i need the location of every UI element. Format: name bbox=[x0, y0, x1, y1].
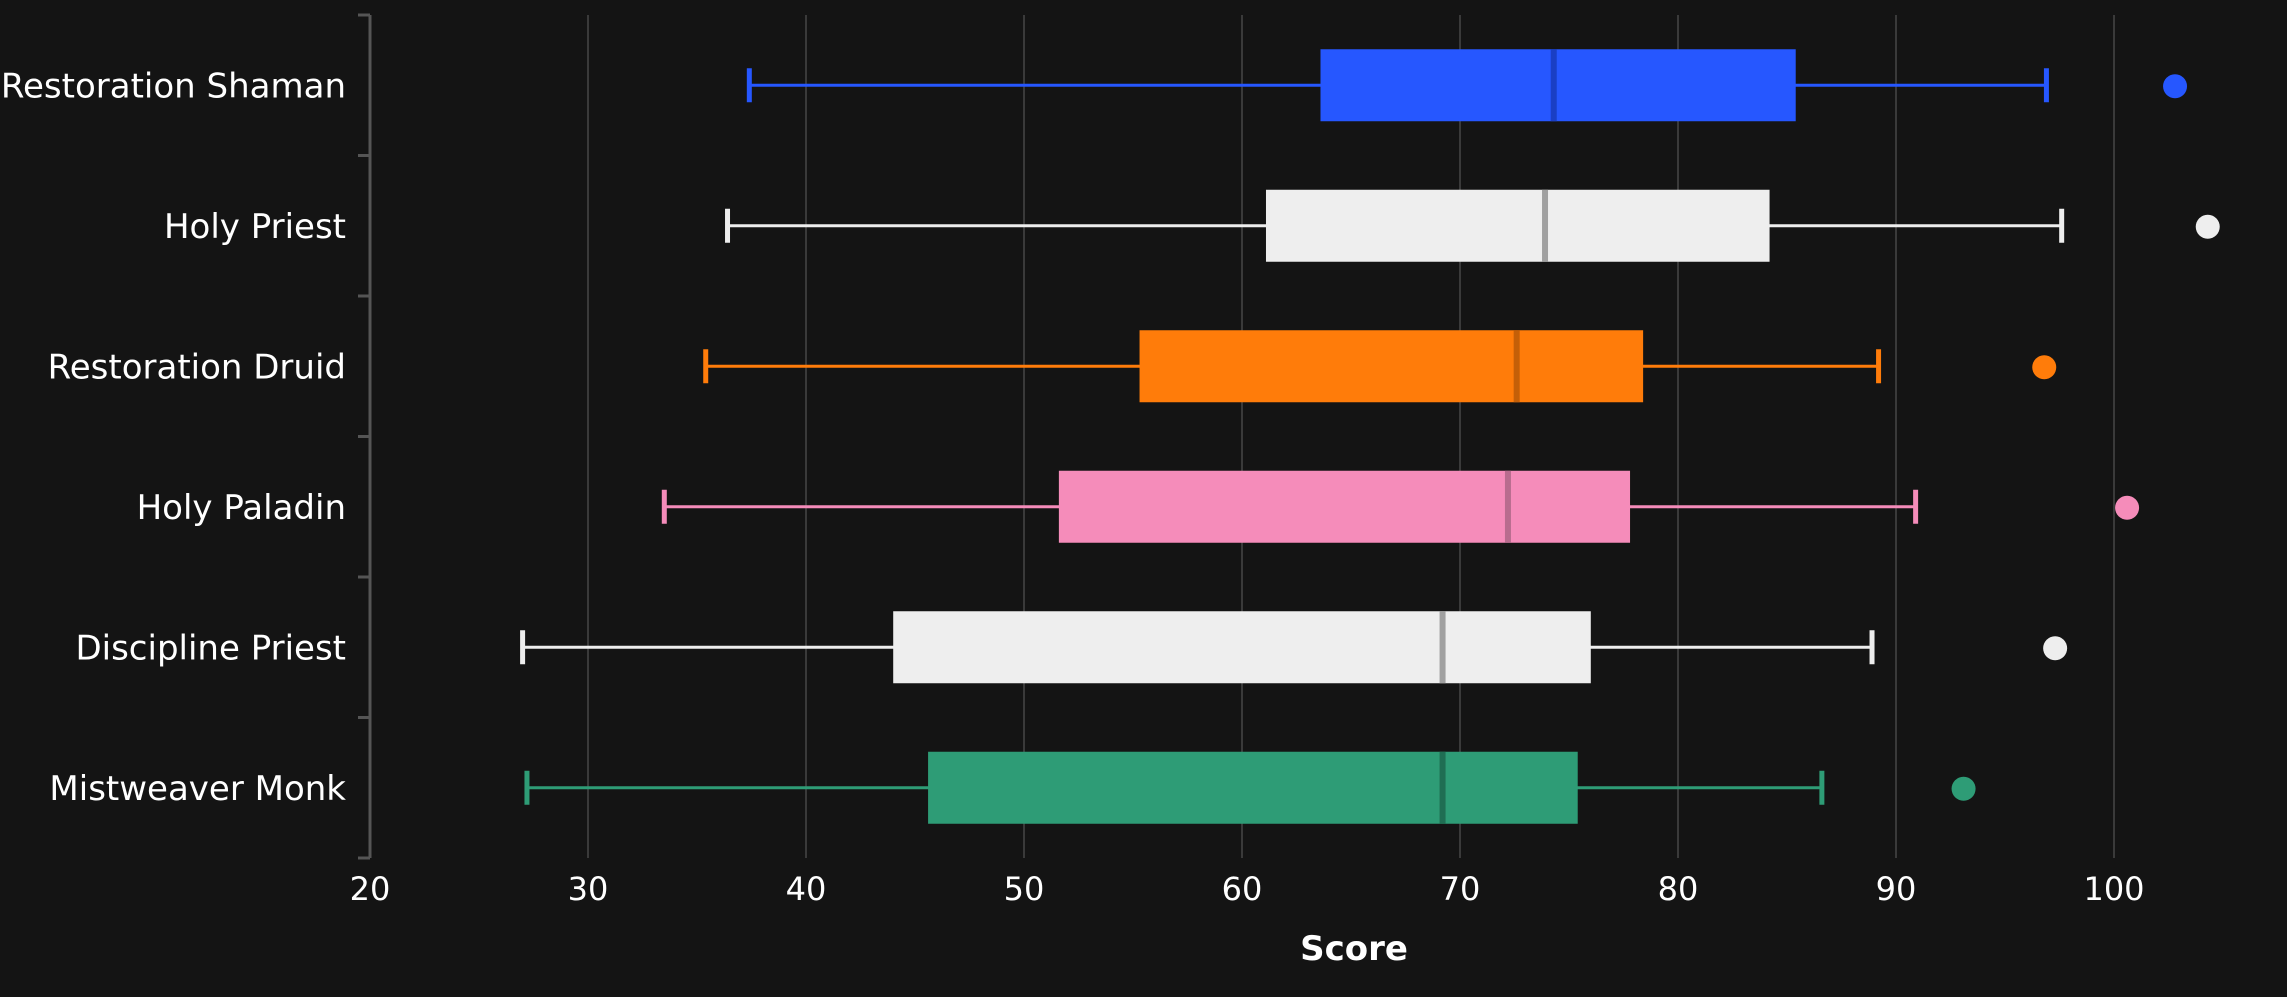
x-tick-label: 60 bbox=[1222, 870, 1263, 908]
box-iqr bbox=[1265, 189, 1770, 262]
box-group bbox=[725, 189, 2220, 262]
box-iqr bbox=[1320, 49, 1796, 122]
outlier-point bbox=[2195, 214, 2220, 239]
x-tick-label: 100 bbox=[2083, 870, 2144, 908]
box-group bbox=[746, 49, 2188, 122]
box-iqr bbox=[1139, 330, 1644, 403]
x-tick-label: 70 bbox=[1440, 870, 1481, 908]
x-tick-label: 40 bbox=[786, 870, 827, 908]
box-group bbox=[520, 611, 2068, 684]
outlier-point bbox=[2163, 74, 2188, 99]
box-iqr bbox=[893, 611, 1591, 684]
box-iqr bbox=[928, 751, 1578, 824]
box-iqr bbox=[1058, 470, 1631, 543]
outlier-point bbox=[2043, 636, 2068, 661]
outlier-point bbox=[2115, 495, 2140, 520]
outlier-point bbox=[2032, 355, 2057, 380]
box-group bbox=[524, 751, 1976, 824]
box-group bbox=[661, 470, 2140, 543]
y-category-label: Restoration Shaman bbox=[1, 66, 346, 106]
x-tick-label: 20 bbox=[350, 870, 391, 908]
x-tick-label: 80 bbox=[1658, 870, 1699, 908]
box-series bbox=[520, 49, 2220, 824]
x-tick-label: 30 bbox=[568, 870, 609, 908]
y-category-label: Restoration Druid bbox=[48, 347, 346, 387]
y-axis: Restoration Shaman Holy Priest Restoration… bbox=[1, 13, 372, 860]
x-tick-label: 50 bbox=[1004, 870, 1045, 908]
box-group bbox=[703, 330, 2057, 403]
y-category-label: Discipline Priest bbox=[75, 628, 346, 668]
y-category-label: Holy Paladin bbox=[137, 488, 346, 528]
y-category-label: Mistweaver Monk bbox=[49, 769, 346, 809]
x-tick-label: 90 bbox=[1876, 870, 1917, 908]
grid-lines bbox=[587, 15, 2115, 858]
outlier-point bbox=[1951, 776, 1976, 801]
y-category-label: Holy Priest bbox=[164, 207, 346, 247]
x-axis: 20 30 40 50 60 70 80 90 100 bbox=[350, 870, 2145, 908]
x-axis-title: Score bbox=[1300, 929, 1408, 969]
